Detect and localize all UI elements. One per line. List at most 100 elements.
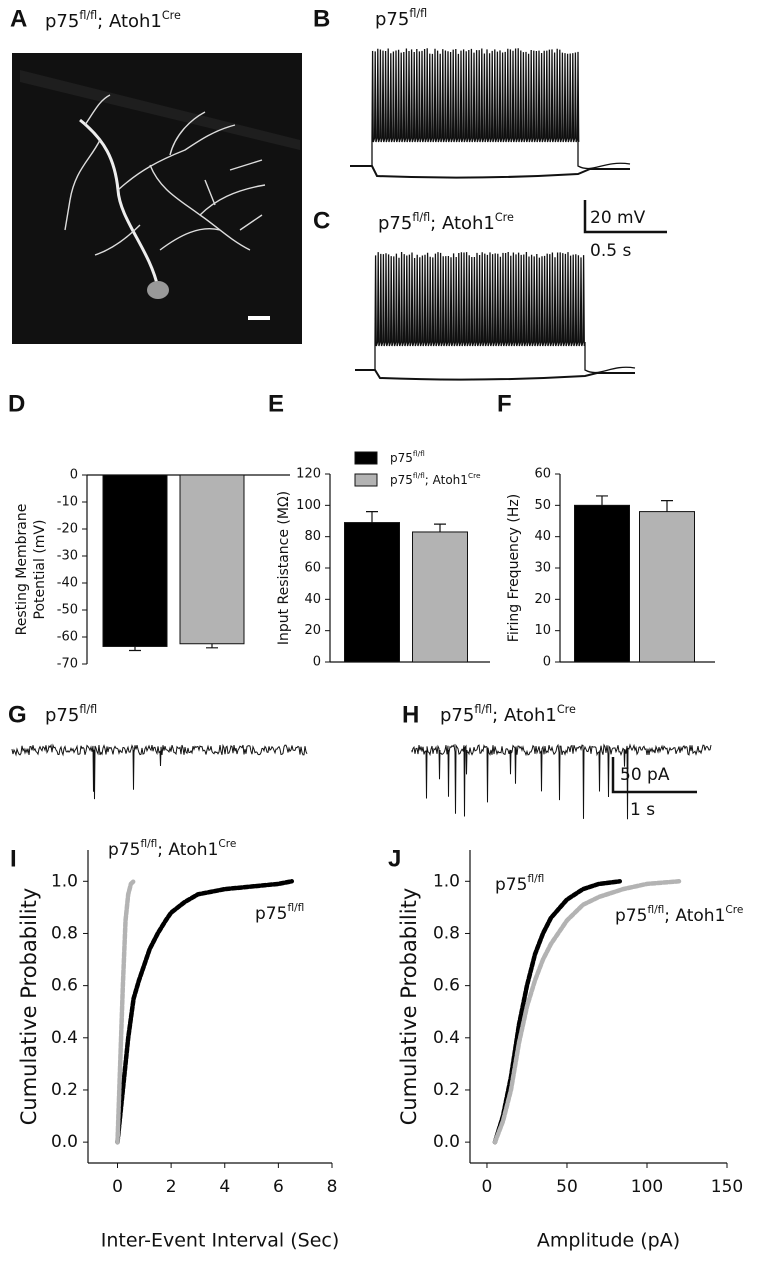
error-bar [129,646,141,652]
trace [350,165,630,179]
label-part: Cre [468,471,481,480]
genotype-label: p75fl/fl [495,873,544,895]
label-part: fl/fl [287,902,304,914]
label-part: p75 [390,473,413,487]
scale-label: 20 mV [590,208,646,228]
label-part: p75 [615,906,647,926]
genotype-label: p75fl/fl; Atoh1Cre [108,838,236,860]
y-tick-label: 0.8 [51,923,78,943]
x-tick-label: 6 [273,1177,284,1197]
x-tick-label: 50 [556,1177,578,1197]
y-tick-label: 0.0 [51,1132,78,1152]
label-part: ; Atoh1 [97,11,162,32]
y-tick-label: 0.8 [433,923,460,943]
genotype-label: p75fl/fl; Atoh1Cre [378,211,514,235]
y-tick-label: 1.0 [433,871,460,891]
y-tick-label: -20 [57,522,78,537]
label-part: fl/fl [409,7,427,20]
genotype-label: p75fl/fl [390,449,425,465]
label-part: p75 [108,840,140,860]
y-tick-label: 40 [534,529,551,544]
y-tick-label: 0.0 [433,1132,460,1152]
y-tick-label: 50 [534,498,551,513]
y-tick-label: 1.0 [51,871,78,891]
bar [344,522,400,663]
panel-letter: I [10,845,17,872]
y-tick-label: 30 [534,561,551,576]
label-part: fl/fl [647,904,664,916]
x-tick-label: 0 [112,1177,123,1197]
y-tick-label: -60 [57,630,78,645]
panel-letter: F [497,390,512,417]
micrograph-background [20,70,300,150]
y-tick-label: -30 [57,549,78,564]
error-bar [434,523,446,532]
panel-letter: E [268,390,284,417]
x-tick-label: 2 [166,1177,177,1197]
cumulative-line [115,879,295,1145]
label-part: p75 [378,213,412,234]
y-tick-label: -50 [57,603,78,618]
y-axis-label: Cumulative Probability [397,888,421,1126]
genotype-label: p75fl/fl; Atoh1Cre [615,904,743,926]
panel-letter: C [313,207,330,234]
label-part: fl/fl [474,703,492,716]
y-tick-label: 40 [304,592,321,607]
y-axis-label: Resting Membrane [14,504,30,636]
y-tick-label: -40 [57,576,78,591]
y-tick-label: 0.6 [433,976,460,996]
y-tick-label: 60 [534,467,551,482]
scale-label: 50 pA [620,765,670,785]
trace [355,369,635,381]
panel-letter: G [8,701,27,728]
legend-swatch [354,473,378,487]
scale-bar [583,200,697,794]
label-part: fl/fl [79,703,97,716]
y-tick-label: 0.6 [51,976,78,996]
y-tick-label: 0 [543,655,551,670]
micrograph [12,53,302,344]
y-axis-label: Input Resistance (MΩ) [276,491,292,645]
label-part: ; Atoh1 [492,705,557,726]
bar [639,511,695,663]
panel-letter: D [8,390,25,417]
bar [102,474,168,647]
x-tick-label: 4 [219,1177,230,1197]
label-part: fl/fl [413,471,425,480]
label-part: ; Atoh1 [664,906,725,926]
y-tick-label: 0 [70,468,78,483]
label-part: p75 [45,705,79,726]
label-part: p75 [375,9,409,30]
trace [411,743,712,820]
cumulative-line [115,879,136,1145]
cumulative-line [492,879,682,1145]
panel-letter: B [313,5,330,32]
scale-label: 1 s [630,800,655,820]
y-tick-label: -10 [57,495,78,510]
label-part: p75 [495,875,527,895]
error-bar [661,500,673,512]
y-axis-label: Cumulative Probability [17,888,41,1126]
y-tick-label: 10 [534,623,551,638]
label-part: ; Atoh1 [430,213,495,234]
label-part: Cre [725,904,743,916]
label-part: p75 [45,11,79,32]
error-bar [366,511,378,523]
y-tick-label: 60 [304,561,321,576]
label-part: Cre [495,211,514,224]
x-axis-label: Amplitude (pA) [537,1230,680,1252]
trace [355,252,636,374]
y-tick-label: 0.4 [51,1028,78,1048]
label-part: p75 [255,904,287,924]
y-tick-label: 0 [313,655,321,670]
panel-letter: A [10,5,27,32]
error-bar [206,643,218,649]
x-tick-label: 150 [711,1177,743,1197]
label-part: fl/fl [413,449,425,458]
bar [179,474,245,645]
purkinje-cell [64,94,266,289]
y-axis-label: Firing Frequency (Hz) [506,494,522,642]
legend-swatch [354,451,378,465]
genotype-label: p75fl/fl; Atoh1Cre [440,703,576,727]
